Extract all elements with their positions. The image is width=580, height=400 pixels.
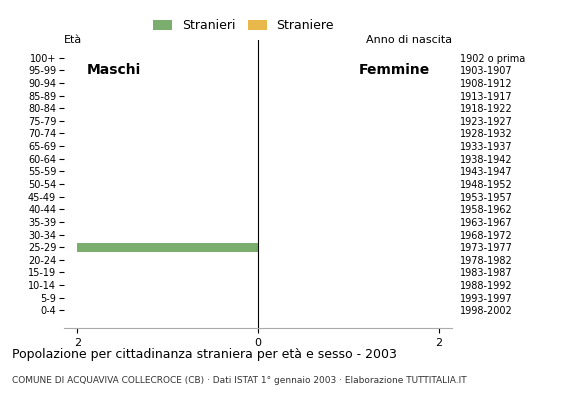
Legend: Stranieri, Straniere: Stranieri, Straniere <box>148 14 339 37</box>
Text: Popolazione per cittadinanza straniera per età e sesso - 2003: Popolazione per cittadinanza straniera p… <box>12 348 397 361</box>
Text: Età: Età <box>64 35 82 45</box>
Text: Femmine: Femmine <box>358 63 430 77</box>
Text: COMUNE DI ACQUAVIVA COLLECROCE (CB) · Dati ISTAT 1° gennaio 2003 · Elaborazione : COMUNE DI ACQUAVIVA COLLECROCE (CB) · Da… <box>12 376 466 385</box>
Text: Maschi: Maschi <box>86 63 140 77</box>
Bar <box>77 243 258 252</box>
Text: Anno di nascita: Anno di nascita <box>367 35 452 45</box>
